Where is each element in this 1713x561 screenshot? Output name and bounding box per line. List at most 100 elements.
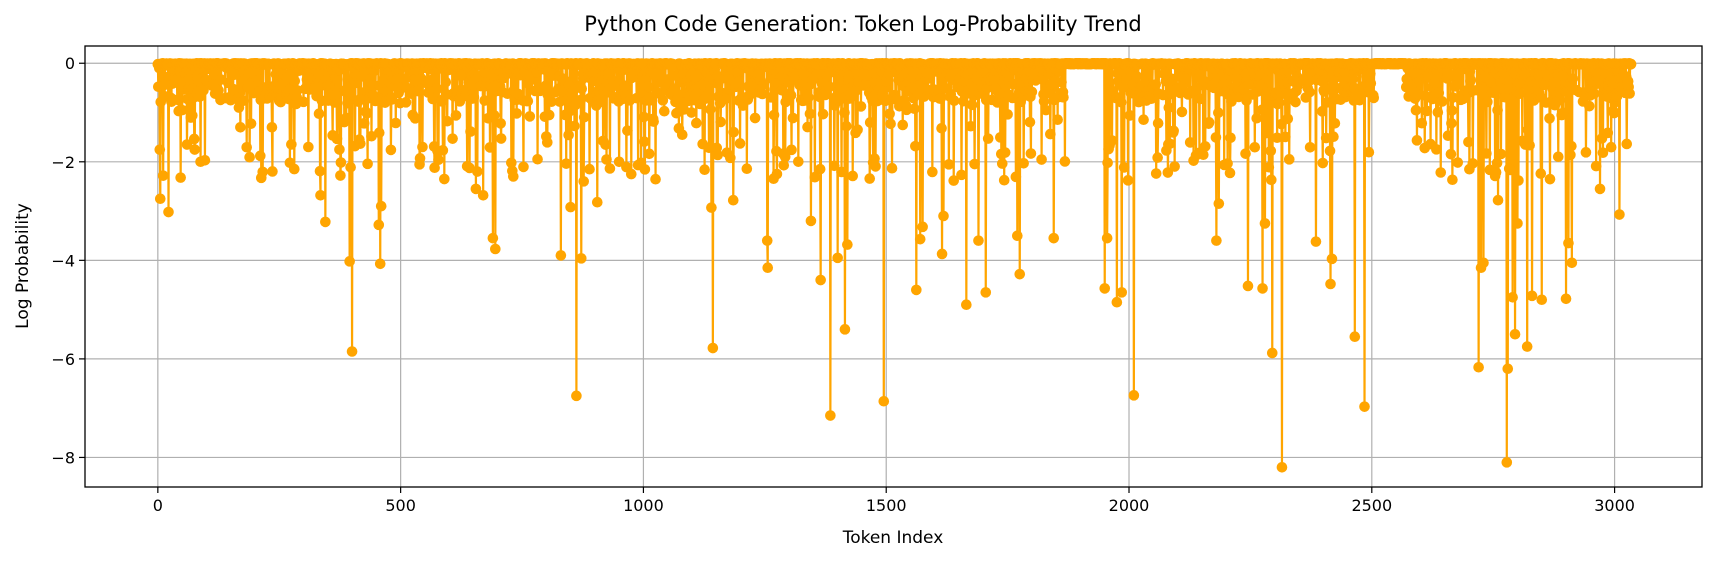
data-point: [1184, 137, 1196, 148]
data-point: [1602, 127, 1614, 139]
data-point: [613, 156, 625, 168]
data-point: [1316, 106, 1328, 117]
data-point: [1058, 91, 1069, 103]
data-point: [817, 108, 829, 120]
data-point: [412, 85, 423, 97]
data-point: [1329, 117, 1341, 129]
x-tick-label: 2500: [1351, 496, 1392, 515]
data-point: [1024, 116, 1036, 128]
data-point: [701, 91, 712, 103]
data-point: [524, 111, 536, 122]
data-point: [927, 166, 938, 178]
data-point: [1536, 294, 1548, 306]
data-point: [785, 89, 797, 101]
data-point: [386, 94, 398, 105]
data-point: [340, 112, 352, 124]
data-point: [596, 96, 607, 107]
data-point: [842, 239, 853, 250]
data-point: [1282, 113, 1294, 125]
data-point: [199, 154, 211, 166]
data-point: [1433, 87, 1445, 99]
data-point: [1138, 114, 1149, 125]
data-point: [1519, 69, 1531, 80]
data-point: [600, 139, 611, 150]
data-point: [331, 88, 342, 100]
data-point: [1325, 278, 1336, 290]
data-point: [884, 108, 895, 120]
data-point: [213, 85, 224, 96]
data-point: [470, 183, 482, 195]
data-point: [870, 161, 881, 172]
data-point: [576, 83, 588, 95]
data-point: [1266, 347, 1278, 359]
data-point: [373, 127, 385, 138]
data-point: [771, 168, 783, 180]
data-point: [1502, 363, 1514, 375]
data-point: [1163, 102, 1175, 113]
data-point: [1605, 141, 1617, 153]
data-point: [1052, 114, 1063, 126]
data-point: [1513, 175, 1524, 186]
data-point: [943, 159, 955, 170]
data-point: [487, 232, 499, 244]
data-point: [241, 141, 252, 153]
data-point: [1565, 149, 1576, 161]
data-point: [1485, 76, 1497, 88]
data-point: [1446, 118, 1457, 129]
data-point: [522, 95, 534, 107]
data-point: [571, 390, 582, 402]
data-point: [878, 395, 890, 407]
data-point: [901, 104, 912, 116]
data-point: [591, 196, 603, 208]
data-point: [569, 120, 580, 132]
data-point: [779, 151, 791, 163]
data-point: [1554, 94, 1566, 106]
data-point: [358, 118, 370, 129]
data-point: [1509, 328, 1521, 340]
data-point: [1180, 73, 1191, 84]
data-point: [1563, 237, 1574, 249]
data-point: [1259, 218, 1271, 229]
data-point: [1141, 67, 1153, 78]
data-point: [286, 139, 297, 150]
data-point: [639, 164, 651, 175]
data-point: [362, 158, 373, 170]
data-point: [601, 154, 612, 165]
data-point: [643, 81, 655, 93]
data-point: [1446, 105, 1458, 116]
data-point: [1224, 167, 1236, 179]
data-point: [1261, 87, 1273, 98]
data-point: [335, 157, 347, 168]
data-point: [314, 165, 326, 177]
data-point: [1442, 130, 1454, 142]
data-point: [468, 91, 480, 103]
data-point: [477, 190, 489, 201]
data-point: [154, 144, 166, 155]
data-point: [1495, 148, 1507, 160]
data-point: [1608, 107, 1620, 119]
data-point: [289, 75, 301, 87]
data-point: [409, 113, 421, 124]
data-point: [490, 243, 501, 255]
data-point: [989, 75, 1000, 86]
data-point: [1265, 174, 1277, 186]
data-point: [1040, 104, 1052, 116]
data-point: [1304, 86, 1315, 98]
data-point: [495, 133, 507, 144]
data-point: [706, 202, 717, 213]
data-point: [1514, 88, 1526, 100]
data-point: [1056, 76, 1067, 88]
x-tick-label: 3000: [1594, 496, 1635, 515]
data-point: [758, 79, 770, 90]
data-point: [1566, 257, 1578, 269]
data-point: [1501, 457, 1513, 468]
data-point: [1195, 93, 1206, 105]
data-point: [374, 258, 386, 270]
data-point: [437, 145, 449, 156]
data-point: [1363, 146, 1375, 158]
data-point: [741, 163, 753, 174]
data-point: [1150, 168, 1162, 179]
data-point: [235, 122, 246, 133]
data-point: [441, 115, 453, 127]
data-point: [188, 133, 200, 145]
